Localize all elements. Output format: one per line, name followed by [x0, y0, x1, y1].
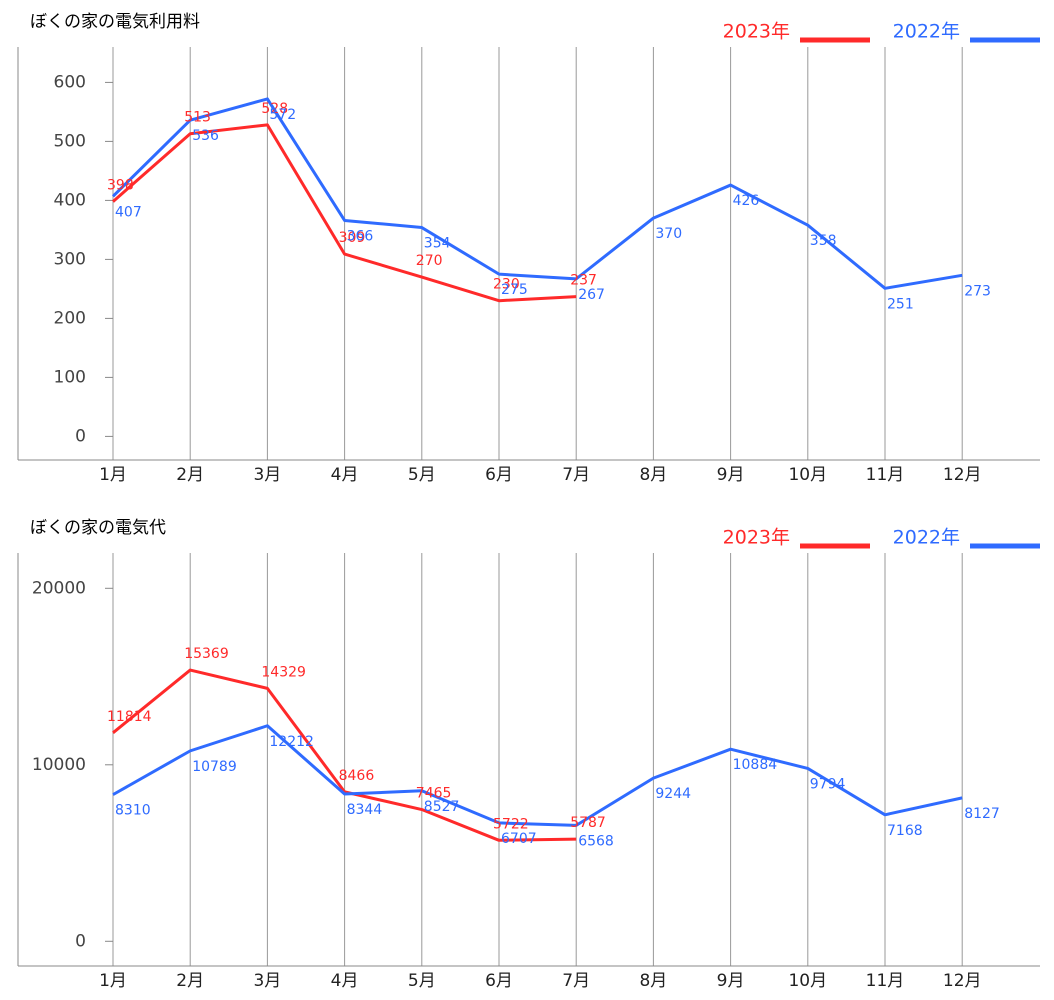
y-tick-label: 20000: [32, 578, 86, 598]
x-tick-label: 2月: [176, 465, 204, 485]
x-tick-label: 3月: [253, 465, 281, 485]
data-label: 11814: [107, 709, 152, 725]
data-label: 8527: [424, 799, 460, 815]
chart-title: ぼくの家の電気利用料: [30, 12, 200, 32]
data-label: 5787: [570, 815, 606, 831]
x-tick-label: 2月: [176, 971, 204, 991]
data-label: 7168: [887, 823, 923, 839]
y-tick-label: 600: [54, 72, 86, 92]
data-label: 7465: [416, 786, 452, 802]
data-label: 5722: [493, 816, 529, 832]
data-label: 572: [269, 107, 296, 123]
data-label: 12212: [269, 734, 314, 750]
data-label: 366: [347, 228, 374, 244]
y-tick-label: 100: [54, 367, 86, 387]
data-label: 8466: [339, 768, 375, 784]
data-label: 6707: [501, 831, 537, 847]
y-tick-label: 10000: [32, 755, 86, 775]
data-label: 354: [424, 236, 451, 252]
data-label: 407: [115, 204, 142, 220]
data-label: 8127: [964, 806, 1000, 822]
data-label: 513: [184, 110, 211, 126]
x-tick-label: 3月: [253, 971, 281, 991]
data-label: 237: [570, 273, 597, 289]
x-tick-label: 12月: [943, 465, 982, 485]
x-tick-label: 10月: [788, 971, 827, 991]
x-tick-label: 7月: [562, 971, 590, 991]
data-label: 9244: [655, 786, 691, 802]
x-tick-label: 11月: [866, 971, 905, 991]
data-label: 273: [964, 283, 991, 299]
legend-label: 2023年: [723, 21, 790, 43]
chart-title: ぼくの家の電気代: [30, 518, 166, 538]
x-tick-label: 4月: [331, 971, 359, 991]
x-tick-label: 12月: [943, 971, 982, 991]
data-label: 270: [416, 253, 443, 269]
x-tick-label: 9月: [717, 971, 745, 991]
y-tick-label: 400: [54, 190, 86, 210]
series-line: [112, 123, 577, 303]
data-label: 370: [655, 226, 682, 242]
data-label: 8344: [347, 802, 383, 818]
data-label: 8310: [115, 803, 151, 819]
x-tick-label: 1月: [99, 971, 127, 991]
data-label: 230: [493, 277, 520, 293]
x-tick-label: 6月: [485, 465, 513, 485]
x-tick-label: 6月: [485, 971, 513, 991]
series-line: [112, 724, 963, 827]
data-label: 426: [733, 193, 760, 209]
data-label: 275: [501, 282, 528, 298]
x-tick-label: 10月: [788, 465, 827, 485]
y-tick-label: 200: [54, 308, 86, 328]
data-label: 309: [339, 230, 366, 246]
series-line: [112, 668, 577, 842]
data-label: 251: [887, 296, 914, 312]
series-line: [111, 97, 963, 290]
y-tick-label: 300: [54, 249, 86, 269]
data-label: 267: [578, 287, 605, 303]
y-tick-label: 0: [75, 931, 86, 951]
x-tick-label: 7月: [562, 465, 590, 485]
legend-label: 2022年: [893, 527, 960, 549]
data-label: 536: [192, 128, 219, 144]
data-label: 6568: [578, 833, 614, 849]
x-tick-label: 11月: [866, 465, 905, 485]
x-tick-label: 5月: [408, 465, 436, 485]
data-label: 10884: [733, 757, 778, 773]
data-label: 9794: [810, 776, 846, 792]
data-label: 398: [107, 178, 134, 194]
x-tick-label: 8月: [639, 465, 667, 485]
x-tick-label: 5月: [408, 971, 436, 991]
x-tick-label: 8月: [639, 971, 667, 991]
data-label: 14329: [261, 664, 306, 680]
data-label: 358: [810, 233, 837, 249]
x-tick-label: 9月: [717, 465, 745, 485]
legend-label: 2022年: [893, 21, 960, 43]
y-tick-label: 500: [54, 131, 86, 151]
data-label: 528: [261, 101, 288, 117]
data-label: 15369: [184, 646, 229, 662]
x-tick-label: 1月: [99, 465, 127, 485]
x-tick-label: 4月: [331, 465, 359, 485]
data-label: 10789: [192, 759, 237, 775]
legend-label: 2023年: [723, 527, 790, 549]
y-tick-label: 0: [75, 426, 86, 446]
